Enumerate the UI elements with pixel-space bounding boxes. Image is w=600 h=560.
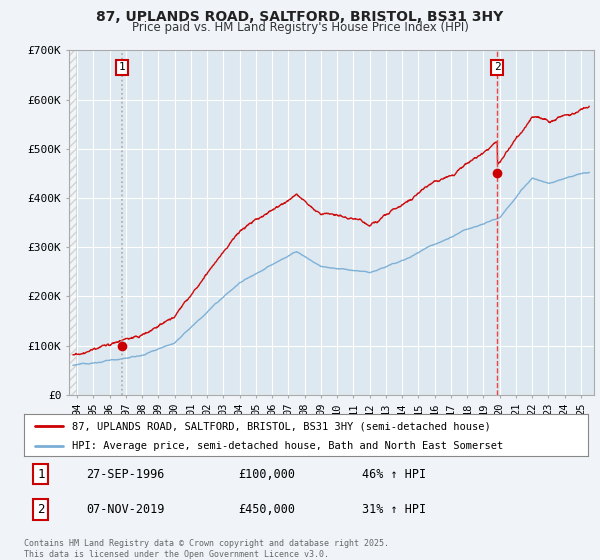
Text: 1: 1 (37, 468, 44, 480)
Text: 27-SEP-1996: 27-SEP-1996 (86, 468, 164, 480)
Text: 2: 2 (494, 63, 500, 72)
Text: 1: 1 (118, 63, 125, 72)
Bar (69, 50, 76, 395)
Text: Contains HM Land Registry data © Crown copyright and database right 2025.
This d: Contains HM Land Registry data © Crown c… (24, 539, 389, 559)
Text: 07-NOV-2019: 07-NOV-2019 (86, 503, 164, 516)
Text: 2: 2 (37, 503, 44, 516)
Text: £450,000: £450,000 (238, 503, 295, 516)
Text: HPI: Average price, semi-detached house, Bath and North East Somerset: HPI: Average price, semi-detached house,… (72, 441, 503, 451)
Text: 87, UPLANDS ROAD, SALTFORD, BRISTOL, BS31 3HY: 87, UPLANDS ROAD, SALTFORD, BRISTOL, BS3… (97, 10, 503, 24)
Text: 31% ↑ HPI: 31% ↑ HPI (362, 503, 427, 516)
Text: 46% ↑ HPI: 46% ↑ HPI (362, 468, 427, 480)
Text: 87, UPLANDS ROAD, SALTFORD, BRISTOL, BS31 3HY (semi-detached house): 87, UPLANDS ROAD, SALTFORD, BRISTOL, BS3… (72, 421, 491, 431)
Text: £100,000: £100,000 (238, 468, 295, 480)
Text: Price paid vs. HM Land Registry's House Price Index (HPI): Price paid vs. HM Land Registry's House … (131, 21, 469, 34)
